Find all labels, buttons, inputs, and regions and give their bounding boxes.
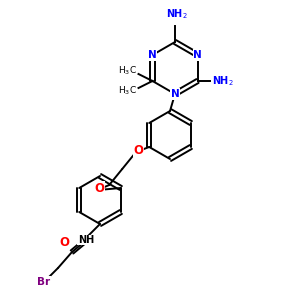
Text: N: N (193, 50, 202, 60)
Text: NH$_2$: NH$_2$ (166, 7, 188, 21)
Text: NH$_2$: NH$_2$ (212, 74, 233, 88)
Text: N: N (171, 89, 179, 99)
Text: O: O (94, 182, 104, 194)
Text: NH: NH (78, 235, 94, 245)
Text: O: O (133, 143, 143, 157)
Text: H$_3$C: H$_3$C (118, 65, 136, 77)
Text: N: N (148, 50, 157, 60)
Text: H$_3$C: H$_3$C (118, 85, 136, 97)
Text: Br: Br (38, 277, 51, 287)
Text: O: O (59, 236, 69, 248)
